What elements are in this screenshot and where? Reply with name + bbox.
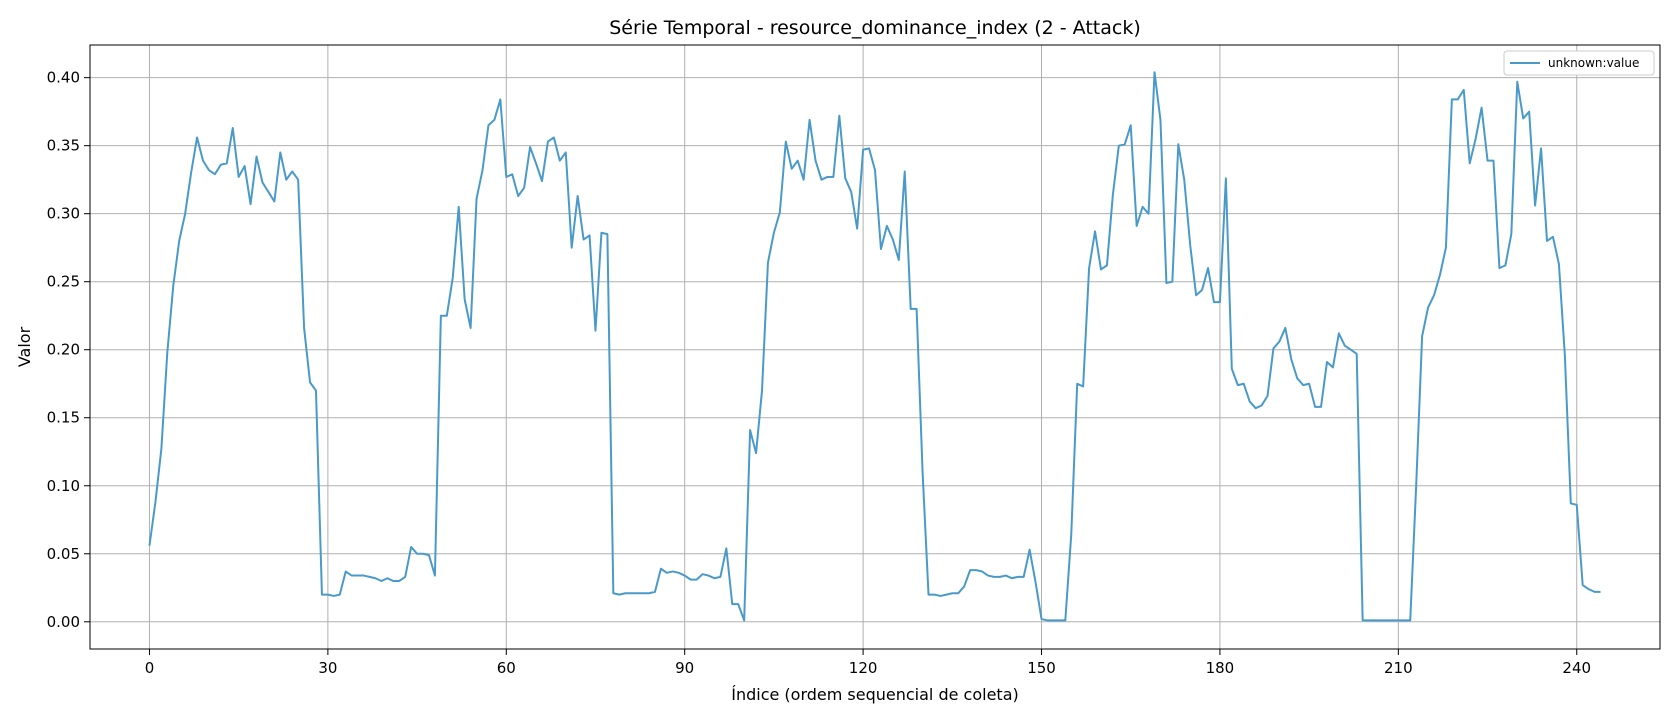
x-tick-label: 150 <box>1027 659 1056 677</box>
x-axis: 0 30 60 90 120 150 180 210 240 <box>145 649 1591 677</box>
x-tick-label: 60 <box>497 659 516 677</box>
plot-frame <box>89 44 1661 650</box>
y-axis: 0.00 0.05 0.10 0.15 0.20 0.25 0.30 0.35 0.40 <box>47 69 90 631</box>
x-axis-label: Índice (ordem sequencial de coleta) <box>731 685 1019 704</box>
y-tick-label: 0.25 <box>47 273 80 291</box>
y-tick-label: 0.00 <box>47 613 80 631</box>
y-tick-label: 0.05 <box>47 545 80 563</box>
y-tick-label: 0.15 <box>47 409 80 427</box>
series-line <box>148 71 1601 622</box>
legend-box <box>1503 50 1655 76</box>
y-tick-label: 0.30 <box>47 205 80 223</box>
y-tick-label: 0.35 <box>47 137 80 155</box>
x-tick-label: 0 <box>145 659 155 677</box>
x-tick-label: 240 <box>1562 659 1591 677</box>
legend: unknown:value <box>1503 50 1655 76</box>
grid-lines <box>90 45 1660 649</box>
x-tick-label: 180 <box>1206 659 1235 677</box>
x-tick-label: 30 <box>318 659 337 677</box>
legend-label: unknown:value <box>1548 56 1639 70</box>
y-axis-label: Valor <box>15 326 34 367</box>
series-layer <box>148 71 1601 622</box>
x-tick-label: 90 <box>675 659 694 677</box>
chart-title: Série Temporal - resource_dominance_inde… <box>609 17 1141 39</box>
y-tick-label: 0.20 <box>47 341 80 359</box>
y-tick-label: 0.40 <box>47 69 80 87</box>
x-tick-label: 120 <box>849 659 878 677</box>
y-tick-label: 0.10 <box>47 477 80 495</box>
x-tick-label: 210 <box>1384 659 1413 677</box>
